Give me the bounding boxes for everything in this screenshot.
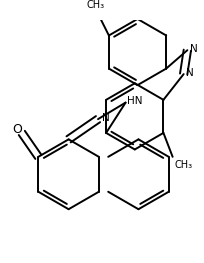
Text: HN: HN — [126, 96, 142, 106]
Text: N: N — [190, 44, 198, 54]
Text: CH₃: CH₃ — [174, 160, 193, 170]
Text: O: O — [12, 123, 22, 136]
Text: N: N — [102, 113, 109, 123]
Text: N: N — [186, 68, 194, 78]
Text: CH₃: CH₃ — [87, 0, 105, 10]
